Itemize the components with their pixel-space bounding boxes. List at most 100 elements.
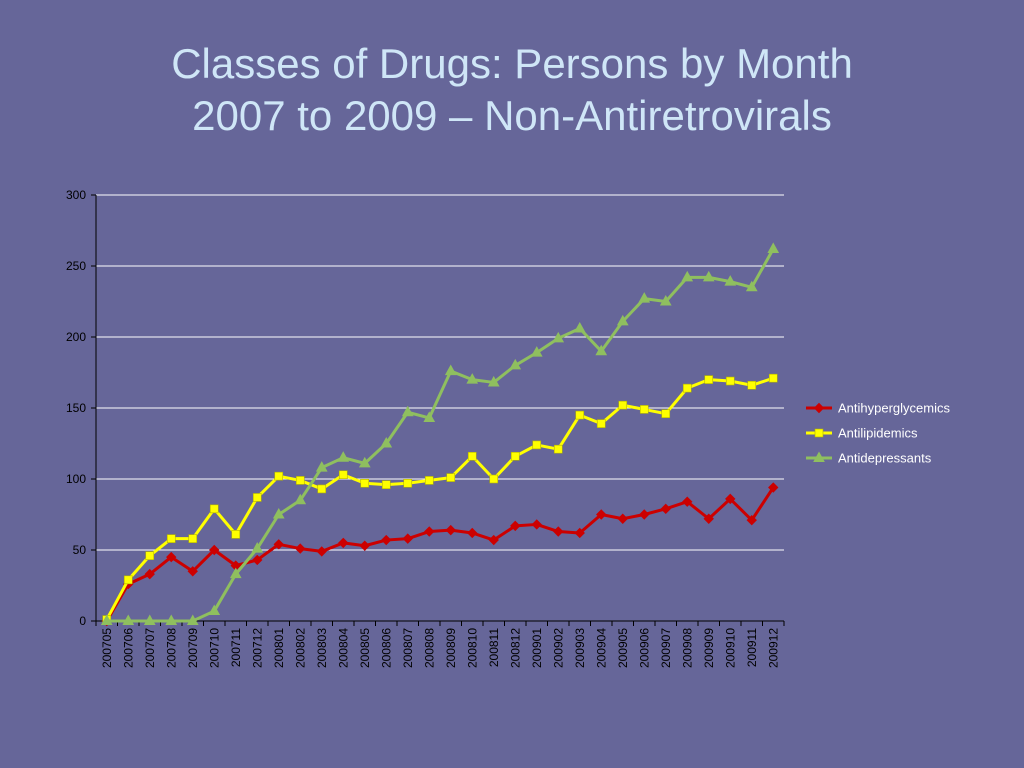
data-point-antidepressants [315,461,328,472]
data-point-antihyperglycemics [381,534,392,546]
series-line-antilipidemics [105,376,774,621]
x-tick-label: 200907 [659,628,673,668]
legend-marker-antilipidemics [814,428,824,438]
data-point-antidepressants [229,567,242,579]
x-tick-label: 200908 [680,628,694,668]
data-point-antilipidemics [123,575,133,585]
x-tick-label: 200806 [379,628,393,668]
data-point-antilipidemics [403,478,413,488]
data-point-antilipidemics [489,474,499,484]
data-point-antilipidemics [317,484,327,494]
data-point-antidepressants [122,614,135,625]
data-point-antidepressants [509,358,522,370]
x-tick-label: 200809 [444,628,458,668]
data-point-antidepressants [466,373,479,384]
data-point-antidepressants [444,364,457,376]
legend-label-antihyperglycemics: Antihyperglycemics [838,401,950,416]
data-point-antihyperglycemics [660,503,671,515]
data-point-antidepressants [487,375,500,387]
data-point-antidepressants [143,614,156,625]
legend-label-antilipidemics: Antilipidemics [838,426,918,441]
data-point-antihyperglycemics [746,514,757,526]
x-tick-label: 200712 [250,628,264,668]
data-point-antihyperglycemics [553,526,564,537]
data-point-antidepressants [337,451,350,462]
data-point-antidepressants [595,344,608,356]
x-tick-label: 200805 [358,628,372,668]
slide-title: Classes of Drugs: Persons by Month 2007 … [0,38,1024,142]
x-tick-label: 200709 [186,628,200,668]
title-line-2: 2007 to 2009 – Non-Antiretrovirals [192,92,832,139]
data-point-antihyperglycemics [574,527,585,539]
x-tick-label: 200812 [508,628,522,668]
y-tick-label: 150 [66,401,86,415]
data-point-antilipidemics [596,419,606,428]
data-point-antilipidemics [682,383,692,393]
data-point-antidepressants [358,456,371,468]
legend-label-antidepressants: Antidepressants [838,451,932,466]
data-point-antidepressants [681,270,694,282]
x-tick-label: 200710 [207,628,221,668]
x-tick-label: 200911 [745,628,759,667]
data-point-antilipidemics [188,534,198,543]
data-point-antihyperglycemics [273,539,284,550]
x-tick-label: 200807 [401,628,415,668]
data-point-antidepressants [208,604,221,616]
data-point-antihyperglycemics [166,551,177,563]
data-point-antidepressants [724,275,737,286]
data-point-antihyperglycemics [768,482,779,493]
x-tick-label: 200707 [143,628,157,668]
data-point-antilipidemics [295,476,305,485]
data-point-antidepressants [573,321,586,333]
x-tick-label: 200711 [229,628,243,667]
data-point-antihyperglycemics [424,526,435,537]
title-line-1: Classes of Drugs: Persons by Month [171,40,853,87]
y-tick-label: 50 [73,543,87,557]
data-point-antilipidemics [274,471,284,481]
data-point-antidepressants [272,507,285,519]
data-point-antidepressants [530,346,543,357]
data-point-antidepressants [638,292,651,303]
data-point-antihyperglycemics [187,566,198,577]
y-tick-label: 250 [66,259,86,273]
data-point-antihyperglycemics [725,493,736,505]
data-point-antilipidemics [381,480,391,489]
data-point-antilipidemics [252,493,262,502]
x-tick-label: 200912 [766,628,780,668]
data-point-antilipidemics [553,444,563,454]
x-tick-label: 200811 [487,628,501,667]
data-point-antilipidemics [209,504,219,514]
data-point-antilipidemics [231,530,241,539]
data-point-antihyperglycemics [510,520,521,532]
data-point-antilipidemics [360,478,370,488]
data-point-antilipidemics [661,409,671,418]
data-point-antidepressants [401,405,414,417]
x-tick-label: 200802 [293,628,307,668]
data-point-antilipidemics [510,451,520,461]
x-tick-label: 200904 [594,628,608,668]
data-point-antihyperglycemics [359,540,370,551]
x-tick-label: 200901 [530,628,544,668]
data-point-antidepressants [380,436,393,448]
data-point-antilipidemics [747,380,757,390]
x-tick-label: 200810 [465,628,479,668]
x-tick-label: 200902 [551,628,565,668]
y-tick-label: 300 [66,188,86,202]
data-point-antihyperglycemics [617,513,628,524]
legend-marker-antihyperglycemics [813,402,825,414]
data-point-antidepressants [100,614,113,625]
data-point-antidepressants [165,614,178,625]
data-point-antihyperglycemics [531,519,542,530]
x-tick-label: 200905 [616,628,630,668]
data-point-antihyperglycemics [682,496,693,507]
data-point-antihyperglycemics [402,533,413,544]
data-point-antilipidemics [338,470,348,480]
data-point-antidepressants [745,280,758,292]
data-point-antilipidemics [166,534,176,543]
data-point-antidepressants [294,493,307,505]
x-tick-label: 200706 [121,628,135,668]
data-point-antilipidemics [446,473,456,482]
data-point-antihyperglycemics [144,568,155,580]
series-line-antihyperglycemics [105,486,775,622]
